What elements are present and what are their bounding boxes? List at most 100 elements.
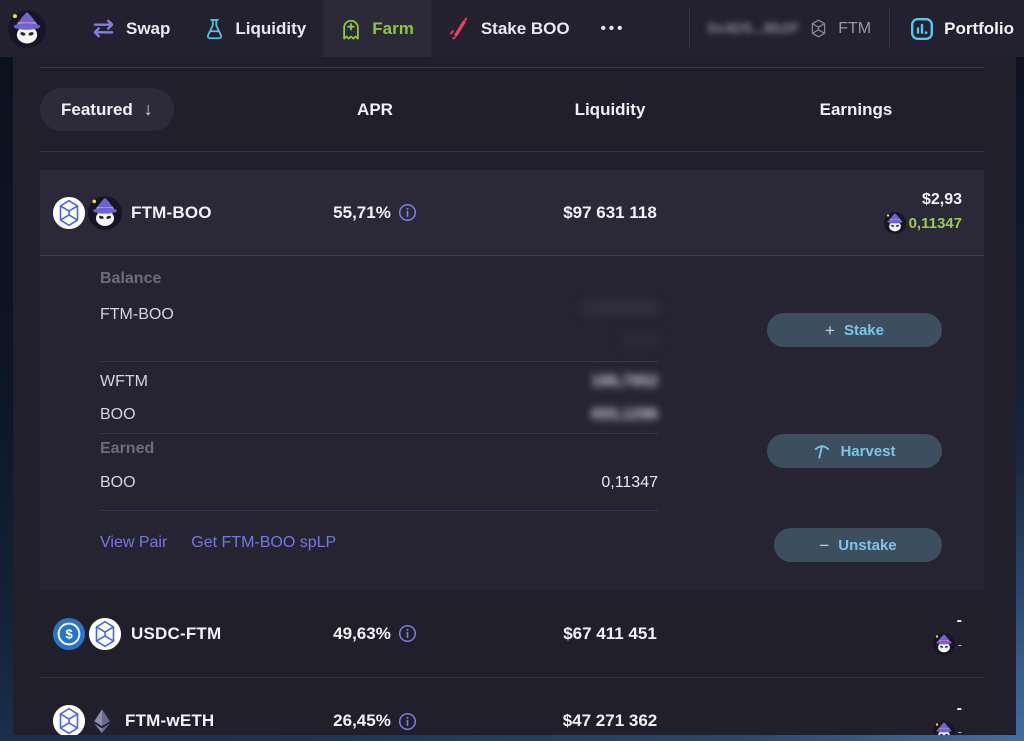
- farm-row-usdc-ftm[interactable]: USDC-FTM 49,63% $67 411 451 - -: [40, 590, 984, 678]
- spookyswap-ghost-logo[interactable]: [8, 10, 46, 48]
- earnings-sub-row: 0,11347: [884, 212, 962, 234]
- nav-item-liquidity[interactable]: Liquidity: [187, 0, 323, 57]
- earned-label: Earned: [100, 440, 155, 457]
- panel-divider: [100, 361, 658, 362]
- liquidity-value: $67 411 451: [563, 623, 657, 643]
- info-icon[interactable]: [398, 203, 417, 222]
- earnings-usd: -: [956, 699, 962, 717]
- nav-item-stake-boo[interactable]: Stake BOO: [431, 0, 587, 57]
- portfolio-button[interactable]: Portfolio: [890, 0, 1024, 57]
- apr-value: 55,71%: [333, 202, 391, 222]
- stake-button[interactable]: + Stake: [767, 313, 942, 347]
- earnings-boo-amount: -: [957, 636, 962, 652]
- main-nav: Swap Liquidity Farm Stake BOO •••: [74, 0, 639, 57]
- pair-name: FTM-BOO: [131, 202, 212, 222]
- liquidity-value: $47 271 362: [562, 711, 658, 730]
- divider: [40, 67, 984, 68]
- farm-card-ftm-boo: FTM-BOO 55,71% $97 631 118 $2,93 0,11347: [40, 170, 984, 590]
- ftm-token-icon: [52, 196, 86, 230]
- wallet-chip[interactable]: 0x4D5...8b2F FTM: [690, 0, 890, 57]
- table-header-row: Featured ↓ APR Liquidity Earnings: [40, 68, 984, 151]
- nav-item-more[interactable]: •••: [587, 0, 640, 57]
- earnings-boo-amount: -: [957, 724, 962, 735]
- top-nav: Swap Liquidity Farm Stake BOO ••• 0x4D5.…: [0, 0, 1024, 57]
- harvest-button[interactable]: Harvest: [767, 434, 942, 468]
- ftm-token-icon: [88, 617, 122, 651]
- plus-icon: +: [825, 320, 835, 340]
- earnings-boo-amount: 0,11347: [908, 214, 962, 232]
- pair-name: USDC-FTM: [131, 623, 222, 643]
- info-icon[interactable]: [398, 712, 417, 731]
- balance-usd-masked: $0,00: [622, 332, 658, 348]
- column-header-liquidity: Liquidity: [574, 99, 646, 119]
- token-balance-masked: 186,7952: [591, 373, 658, 390]
- eth-token-icon: [88, 707, 116, 735]
- network-label: FTM: [838, 19, 872, 37]
- earnings-usd: $2,93: [921, 191, 962, 208]
- farm-row-ftm-weth[interactable]: FTM-wETH 26,45% $47 271 362 - -: [40, 678, 984, 735]
- bar-chart-icon: [910, 17, 934, 41]
- column-header-apr: APR: [357, 99, 393, 119]
- fantom-outline-icon: [808, 18, 829, 39]
- minus-icon: −: [819, 535, 830, 555]
- info-icon[interactable]: [398, 624, 417, 643]
- apr-value: 49,63%: [333, 623, 391, 643]
- pair-links: View Pair Get FTM-BOO spLP: [100, 534, 336, 552]
- swap-arrows-icon: [91, 18, 116, 39]
- apr-value: 26,45%: [333, 711, 391, 730]
- earned-value: 0,11347: [601, 474, 658, 491]
- unstake-button-label: Unstake: [838, 536, 897, 554]
- pair-name: FTM-wETH: [125, 711, 215, 730]
- nav-item-label: Farm: [372, 18, 414, 38]
- nav-divider: [889, 8, 891, 49]
- farms-table: Featured ↓ APR Liquidity Earnings FTM-BO…: [40, 67, 984, 735]
- ftm-token-icon: [52, 704, 86, 735]
- earned-token-symbol: BOO: [100, 474, 136, 491]
- unstake-button[interactable]: − Unstake: [774, 528, 942, 562]
- nav-item-label: Liquidity: [235, 18, 307, 38]
- ellipsis-menu-icon: •••: [600, 20, 626, 37]
- pair-cell: FTM-wETH: [40, 704, 280, 735]
- earnings-sub-row: -: [933, 633, 962, 655]
- magic-wand-icon: [448, 17, 471, 40]
- divider: [40, 151, 984, 152]
- stake-button-label: Stake: [843, 321, 884, 339]
- get-lp-link[interactable]: Get FTM-BOO spLP: [191, 534, 337, 551]
- flask-icon: [204, 17, 225, 41]
- balance-label: Balance: [100, 270, 162, 287]
- arrow-down-icon: ↓: [143, 99, 153, 119]
- featured-label: Featured: [61, 99, 133, 119]
- earnings-sub-row: -: [933, 721, 962, 735]
- pickaxe-icon: [813, 442, 831, 460]
- farm-expanded-panel: Balance FTM-BOO 0,0000000 $0,00 WFTM 186…: [40, 256, 984, 590]
- column-header-earnings: Earnings: [819, 99, 893, 119]
- usdc-token-icon: [52, 617, 86, 651]
- nav-right-group: 0x4D5...8b2F FTM Portfolio: [688, 0, 1024, 57]
- apr-cell: 55,71%: [280, 203, 470, 223]
- panel-divider: [100, 433, 658, 434]
- nav-item-swap[interactable]: Swap: [74, 0, 187, 57]
- nav-divider: [688, 8, 690, 49]
- boo-token-icon: [884, 212, 906, 234]
- view-pair-link[interactable]: View Pair: [100, 534, 168, 551]
- nav-item-farm[interactable]: Farm: [323, 0, 431, 57]
- farm-ghost-icon: [340, 17, 362, 41]
- token-symbol: WFTM: [100, 373, 148, 390]
- nav-item-label: Swap: [126, 18, 171, 38]
- pair-cell: USDC-FTM: [40, 617, 280, 651]
- panel-divider: [100, 510, 658, 511]
- token-balance-masked: 655,1296: [591, 406, 658, 423]
- pair-cell: FTM-BOO: [40, 196, 280, 230]
- boo-token-icon: [88, 196, 122, 230]
- farm-row-ftm-boo[interactable]: FTM-BOO 55,71% $97 631 118 $2,93 0,11347: [40, 170, 984, 256]
- balance-pair-label: FTM-BOO: [100, 306, 174, 323]
- token-symbol: BOO: [100, 406, 136, 423]
- apr-cell: 49,63%: [280, 624, 470, 644]
- harvest-button-label: Harvest: [840, 442, 896, 460]
- featured-sort-dropdown[interactable]: Featured ↓: [40, 88, 174, 131]
- earnings-cell: $2,93 0,11347: [750, 191, 962, 234]
- nav-item-label: Stake BOO: [480, 18, 570, 38]
- portfolio-label: Portfolio: [944, 18, 1014, 38]
- wallet-address-masked: 0x4D5...8b2F: [707, 20, 800, 37]
- apr-cell: 26,45%: [280, 711, 470, 731]
